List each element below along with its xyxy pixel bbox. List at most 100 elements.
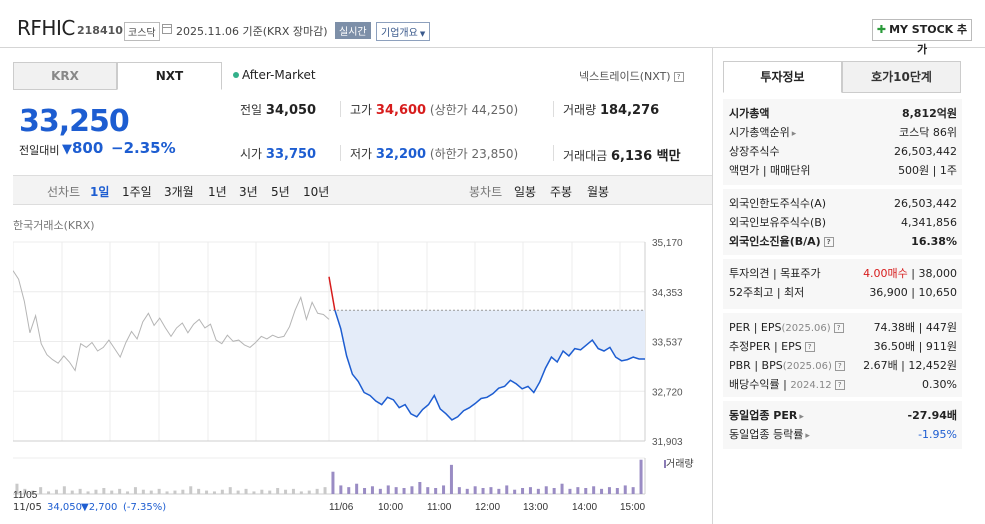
summary-date: 11/05	[13, 502, 42, 513]
invest-row-value: 26,503,442	[894, 145, 957, 158]
help-icon[interactable]: ?	[804, 342, 815, 352]
invest-row-label: 동일업종 PER ▸	[729, 409, 804, 422]
volume-bar	[268, 490, 272, 494]
x-tick-label: 12:00	[475, 502, 500, 513]
volume-bar	[607, 487, 611, 494]
volume-bar	[465, 488, 469, 494]
line-chart-label: 선차트	[47, 185, 81, 199]
candle-chart-label: 봉차트	[469, 185, 503, 199]
volume-bar	[149, 490, 153, 494]
invest-row-value: 코스닥 86위	[899, 126, 957, 139]
volume-bar	[62, 486, 66, 494]
help-icon[interactable]: ?	[673, 72, 684, 82]
invest-group-1	[723, 99, 962, 185]
period-3y[interactable]: 3년	[239, 185, 258, 199]
exchange-label: 한국거래소(KRX)	[13, 219, 95, 232]
volume-bar	[284, 489, 288, 494]
volume-bar	[552, 488, 556, 494]
volume-bar	[576, 487, 580, 494]
period-1d[interactable]: 1일	[90, 185, 110, 199]
upper-limit: (상한가 44,250)	[429, 103, 519, 117]
period-1y[interactable]: 1년	[208, 185, 227, 199]
volume-bar	[497, 488, 501, 494]
tab-invest-info[interactable]: 투자정보	[723, 61, 842, 93]
invest-row-value: 26,503,442	[894, 197, 957, 210]
period-bar	[13, 175, 712, 205]
candle-daily[interactable]: 일봉	[514, 185, 537, 199]
invest-row-value: 2.67배 | 12,452원	[863, 359, 957, 372]
volume-bar	[260, 489, 264, 494]
volume-bar	[410, 486, 414, 494]
invest-group-3	[723, 259, 962, 309]
volume-bar	[513, 489, 517, 494]
today-price-area	[334, 310, 645, 420]
candle-monthly[interactable]: 월봉	[587, 185, 610, 199]
volume-bar	[102, 488, 106, 494]
invest-row-label: 상장주식수	[729, 145, 780, 158]
invest-row[interactable]: 시가총액순위 ▸ 코스닥 86위	[729, 123, 957, 142]
volume-bar	[536, 488, 540, 494]
summary-change: ▼2,700	[81, 502, 117, 513]
help-icon[interactable]: ?	[834, 361, 845, 371]
invest-row-date: (2025.06)	[781, 323, 831, 334]
volume-bar	[489, 487, 493, 494]
realtime-button[interactable]: 실시간	[335, 22, 371, 39]
quote-open: 시가 33,750	[240, 147, 317, 162]
invest-row-label: 외국인소진율(B/A)?	[729, 232, 834, 251]
invest-row: 상장주식수 26,503,442	[729, 142, 957, 161]
invest-row-value: 0.30%	[922, 378, 957, 391]
period-10y[interactable]: 10년	[303, 185, 330, 199]
volume-bar	[370, 486, 374, 494]
volume-bar	[639, 459, 643, 494]
volume-bar	[457, 487, 461, 494]
volume-bar	[205, 490, 209, 494]
volume-bar	[418, 482, 422, 494]
volume-bar	[165, 491, 169, 494]
invest-row: PBR | BPS(2025.06)? 2.67배 | 12,452원	[729, 356, 957, 375]
company-info-button[interactable]: 기업개요 ▼	[376, 22, 431, 41]
volume-bar	[339, 485, 343, 494]
mystock-add-button[interactable]: ✚ MY STOCK 추가	[872, 19, 972, 56]
after-market-label: After-Market	[242, 68, 316, 82]
chevron-right-icon: ▸	[805, 431, 810, 441]
volume-bar	[197, 488, 201, 494]
invest-row[interactable]: 동일업종 PER ▸ -27.94배	[729, 406, 957, 425]
help-icon[interactable]: ?	[834, 380, 845, 390]
x-tick-label: 11/06	[329, 502, 354, 513]
period-5y[interactable]: 5년	[271, 185, 290, 199]
tab-nxt[interactable]: NXT	[117, 62, 222, 90]
volume-bar	[110, 490, 114, 494]
tab-krx[interactable]: KRX	[13, 62, 117, 90]
nextrade-label: 넥스트레이드(NXT)?	[579, 68, 684, 84]
invest-row-label: 동일업종 등락률 ▸	[729, 428, 810, 441]
opening-spike-line	[328, 276, 336, 311]
status-dot-icon	[233, 72, 239, 78]
volume-bar	[505, 485, 509, 494]
x-tick-label: 11/05	[13, 490, 38, 501]
period-3m[interactable]: 3개월	[164, 185, 194, 199]
prev-close: 34,050	[265, 103, 317, 118]
volume-bar	[276, 488, 280, 494]
volume-bar	[47, 491, 51, 494]
help-icon[interactable]: ?	[823, 237, 834, 247]
y-tick-label: 34,353	[652, 288, 683, 299]
invest-row-value: -1.95%	[918, 428, 957, 441]
tab-orderbook[interactable]: 호가10단계	[842, 61, 961, 93]
x-tick-label: 15:00	[620, 502, 645, 513]
invest-row[interactable]: 동일업종 등락률 ▸ -1.95%	[729, 425, 957, 444]
invest-row: PER | EPS(2025.06)? 74.38배 | 447원	[729, 318, 957, 337]
volume-bar	[394, 487, 398, 494]
help-icon[interactable]: ?	[833, 323, 844, 333]
market-badge: 코스닥	[124, 22, 160, 41]
volume-bar	[307, 490, 311, 494]
period-1w[interactable]: 1주일	[122, 185, 152, 199]
volume-bar	[331, 471, 335, 494]
volume-bar	[70, 490, 74, 494]
y-tick-label: 33,537	[652, 338, 683, 349]
invest-row: 외국인한도주식수(A) 26,503,442	[729, 194, 957, 213]
today-price-line	[334, 309, 645, 421]
volume-bar	[402, 488, 406, 494]
candle-weekly[interactable]: 주봉	[550, 185, 573, 199]
summary-close: 34,050	[47, 502, 82, 513]
